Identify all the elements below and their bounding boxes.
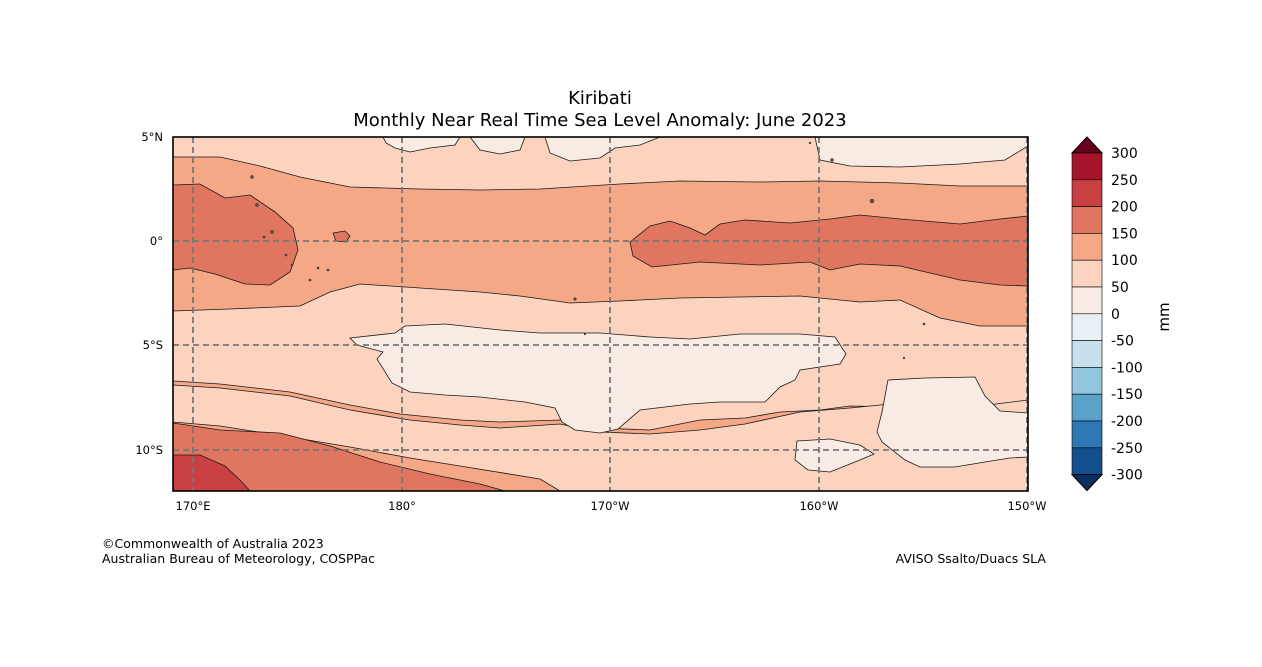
- map-frame: [172, 136, 1029, 492]
- colorbar-segment: [1071, 152, 1103, 181]
- anomaly-region-150-200-west: [173, 183, 299, 286]
- anomaly-region-150-200-east: [629, 214, 1028, 287]
- copyright-credit: ©Commonwealth of Australia 2023 Australi…: [102, 536, 375, 566]
- lon-label-170w: 170°W: [590, 499, 629, 513]
- anomaly-region-150-200-islet: [332, 230, 351, 243]
- colorbar-tick-label: -100: [1111, 360, 1143, 376]
- lat-label-5s: 5°S: [143, 338, 163, 352]
- colorbar-segment: [1071, 313, 1103, 341]
- colorbar-tick-label: 250: [1111, 173, 1138, 189]
- data-source: AVISO Ssalto/Duacs SLA: [895, 551, 1046, 566]
- colorbar-segment: [1071, 393, 1103, 422]
- map-subtitle: Monthly Near Real Time Sea Level Anomaly…: [353, 110, 847, 131]
- anomaly-region-0-50-north-d: [814, 137, 1028, 168]
- colorbar-tick-label: -150: [1111, 387, 1143, 403]
- anomaly-region-0-50-small: [794, 438, 875, 473]
- colorbar-segment: [1071, 367, 1103, 395]
- credit-line-1: ©Commonwealth of Australia 2023: [102, 536, 324, 551]
- lon-label-150w: 150°W: [1007, 499, 1046, 513]
- colorbar-segment: [1071, 447, 1103, 475]
- colorbar-tick-label: -50: [1111, 334, 1134, 350]
- colorbar-segment: [1071, 259, 1103, 288]
- colorbar-tick-label: -250: [1111, 441, 1143, 457]
- colorbar-tick-label: 150: [1111, 226, 1138, 242]
- colorbar-extend-max: [1070, 136, 1104, 154]
- anomaly-region-0-50-north-b: [469, 137, 526, 155]
- anomaly-region-50-100-north: [173, 137, 1028, 191]
- colorbar-segment: [1071, 179, 1103, 207]
- anomaly-region-0-50-southeast: [876, 376, 1028, 468]
- lon-label-170e: 170°E: [176, 499, 211, 513]
- lat-label-0: 0°: [150, 234, 163, 248]
- colorbar-tick-label: 0: [1111, 307, 1120, 323]
- colorbar-tick-label: -300: [1111, 468, 1143, 484]
- credit-line-2: Australian Bureau of Meteorology, COSPPa…: [102, 551, 375, 566]
- colorbar-segment: [1071, 233, 1103, 261]
- colorbar-segment: [1071, 340, 1103, 368]
- colorbar-tick-label: 100: [1111, 253, 1138, 269]
- anomaly-region-0-50-central: [349, 323, 847, 434]
- colorbar-segment: [1071, 420, 1103, 449]
- lon-label-180: 180°: [388, 499, 416, 513]
- colorbar-tick-label: 300: [1111, 146, 1138, 162]
- colorbar-tick-label: 50: [1111, 280, 1129, 296]
- colorbar-tick-label: 200: [1111, 200, 1138, 216]
- map-title: Kiribati: [568, 88, 632, 109]
- anomaly-region-150-200-southwest: [173, 422, 506, 491]
- colorbar: 300 250 200 150 100 50 0 -50 -100 -150 -200 -250 -30…: [1070, 136, 1143, 492]
- lat-label-10s: 10°S: [135, 443, 163, 457]
- anomaly-region-0-50-north-c: [544, 137, 661, 162]
- colorbar-tick-label: -200: [1111, 414, 1143, 430]
- colorbar-unit-label: mm: [1155, 302, 1173, 331]
- lat-label-5n: 5°N: [141, 130, 163, 144]
- colorbar-segment: [1071, 206, 1103, 234]
- colorbar-segment: [1071, 286, 1103, 315]
- colorbar-extend-min: [1070, 474, 1104, 492]
- lon-label-160w: 160°W: [799, 499, 838, 513]
- graticule: [173, 137, 1028, 491]
